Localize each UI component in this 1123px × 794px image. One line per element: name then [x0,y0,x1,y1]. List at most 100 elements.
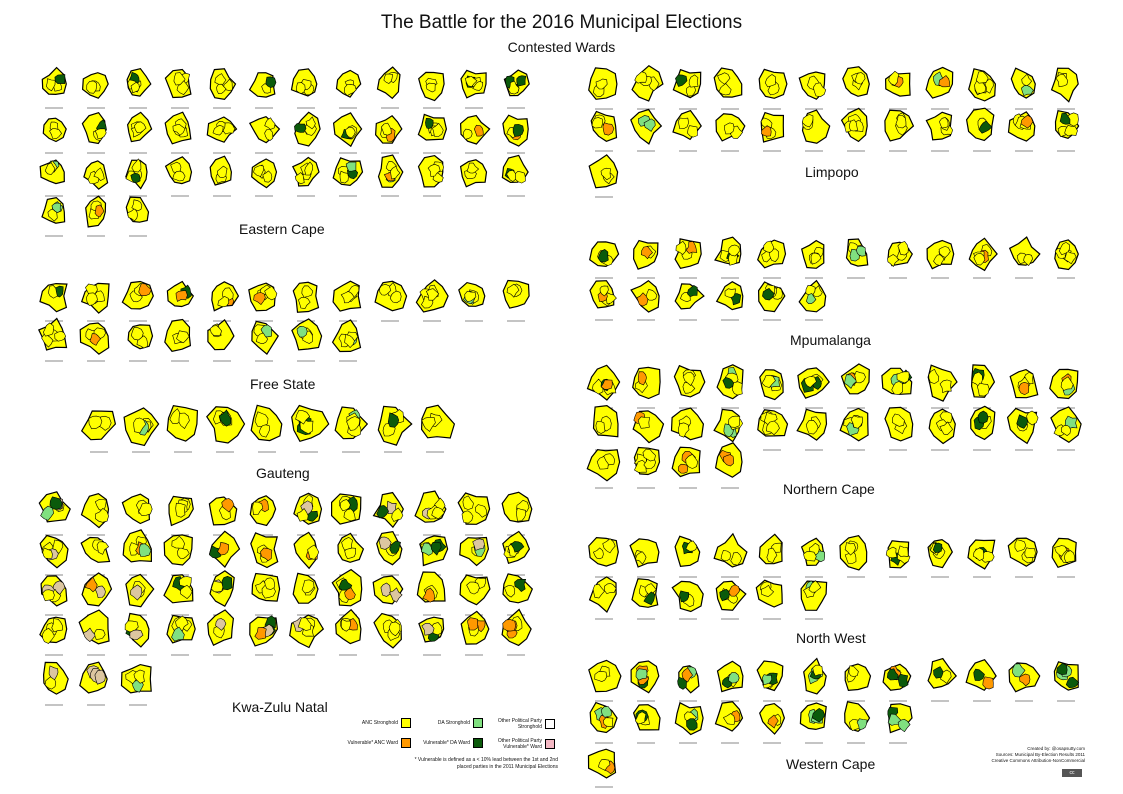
municipality-shape [970,405,996,451]
province-label-limpopo: Limpopo [805,164,859,180]
ward-shape [175,290,188,302]
ward-shape [296,82,306,94]
ward-shape [339,499,351,512]
ward-shape [54,330,67,342]
ward-shape [722,377,735,389]
municipality-shape [250,404,283,453]
municipality-shape [331,493,362,536]
ward-shape [897,545,909,557]
ward-shape [129,629,144,641]
municipality-shape [373,612,403,656]
ward-shape [594,670,608,683]
ward-shape [732,381,743,396]
ward-shape [127,208,138,222]
municipality-shape [334,406,369,453]
ward-shape [1060,376,1074,391]
municipality-shape [1051,537,1077,578]
ward-shape [596,456,609,470]
municipality-shape [630,660,660,702]
ward-shape [341,536,353,551]
ward-shape [1065,676,1080,689]
municipality-shape [81,111,107,154]
ward-shape [218,409,232,427]
municipality-shape [250,532,279,576]
municipality-shape [41,196,66,237]
ward-shape [264,129,274,141]
ward-shape [339,170,349,184]
municipality-shape [588,154,619,198]
ward-shape [48,665,59,681]
ward-shape [431,507,445,520]
municipality-shape [40,575,68,616]
ward-shape [422,587,435,603]
ward-shape [595,421,606,434]
municipality-shape [335,608,362,656]
municipality-shape [289,614,325,656]
municipality-shape [716,660,744,702]
municipality-shape [798,279,827,321]
municipality-shape [124,612,150,656]
municipality-shape [589,241,620,279]
municipality-shape [965,658,997,702]
municipality-shape [757,409,789,451]
province-label-gauteng: Gauteng [256,465,310,481]
ward-shape [304,161,313,176]
municipality-shape [1006,407,1039,451]
municipality-shape [674,238,702,279]
municipality-shape [670,407,705,451]
municipality-shape [713,67,743,110]
municipality-shape [716,364,744,409]
province-label-north-west: North West [796,630,866,646]
municipality-shape [757,281,786,321]
ward-shape [645,289,658,301]
municipality-shape [1050,67,1079,110]
municipality-shape [120,663,152,706]
municipality-shape [713,408,744,451]
ward-shape [344,334,355,349]
municipality-shape [673,364,706,409]
municipality-shape [163,574,194,616]
ward-shape [973,252,986,266]
ward-shape [391,507,404,522]
municipality-shape [376,66,401,109]
ward-shape [223,78,233,91]
municipality-shape [293,492,323,536]
ward-shape [432,122,444,137]
municipality-shape [248,282,278,322]
municipality-shape [839,535,868,578]
ward-shape [177,546,190,559]
ward-shape [844,374,858,389]
municipality-shape [420,404,456,453]
ward-shape [728,415,741,428]
ward-shape [678,463,689,474]
ward-shape [216,83,227,95]
ward-shape [301,579,315,594]
ward-shape [767,80,780,96]
ward-shape [217,542,230,556]
ward-shape [301,285,314,298]
municipality-shape [78,609,110,656]
ward-shape [84,576,98,593]
municipality-shape [39,282,68,322]
municipality-outline [292,281,320,313]
ward-shape [855,245,866,257]
ward-shape [387,412,400,428]
ward-shape [675,74,688,87]
municipality-shape [925,111,953,152]
ward-shape [180,584,193,599]
municipality-shape [586,449,621,489]
municipality-shape [39,616,68,656]
municipality-shape [294,111,321,154]
ward-shape [94,585,106,599]
ward-shape [719,588,730,602]
ward-shape [129,542,143,556]
ward-shape [44,162,56,175]
ward-shape [49,496,63,510]
municipality-outline [629,538,660,568]
ward-shape [888,70,900,86]
ward-shape [42,627,55,644]
municipality-shape [714,701,744,744]
municipality-shape [589,280,617,321]
ward-shape [682,371,695,386]
municipality-shape [671,446,701,489]
